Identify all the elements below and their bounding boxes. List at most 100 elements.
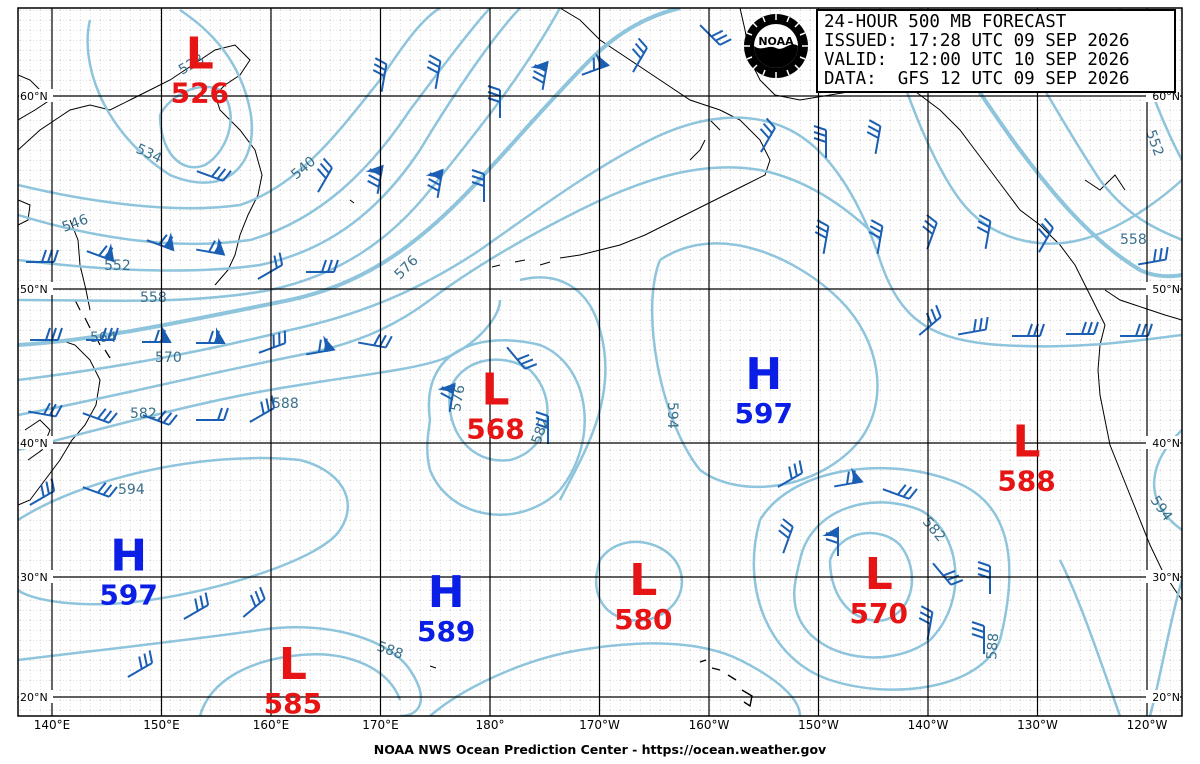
latitude-label: 30°N xyxy=(1152,571,1180,584)
wind-barb xyxy=(1120,323,1153,337)
wind-barb xyxy=(976,214,992,249)
map-frame xyxy=(17,7,1183,717)
latitude-label-bg xyxy=(19,89,53,102)
longitude-label-bg xyxy=(691,717,727,732)
longitude-label-bg xyxy=(362,717,399,732)
wind-barb xyxy=(1037,217,1054,253)
major-grid xyxy=(18,8,1182,716)
latitude-label-bg xyxy=(19,570,53,583)
longitude-label-bg xyxy=(34,717,70,732)
pressure-center-letter: L xyxy=(279,639,307,690)
pressure-center-value: 585 xyxy=(264,687,322,720)
wind-barb xyxy=(932,562,964,586)
wind-barb xyxy=(535,411,549,444)
longitude-label-bg xyxy=(1129,717,1165,732)
wind-barb xyxy=(868,219,884,254)
wind-barb xyxy=(30,327,63,341)
wind-barb xyxy=(142,326,172,343)
contour-label: 552 xyxy=(104,258,131,274)
wind-barb xyxy=(196,237,226,256)
forecast-header: 24-HOUR 500 MB FORECAST ISSUED: 17:28 UT… xyxy=(816,9,1176,93)
longitude-label-bg xyxy=(253,717,289,732)
latitude-label-bg xyxy=(19,282,53,295)
wind-barb xyxy=(834,467,864,488)
longitude-label-bg xyxy=(910,717,946,732)
pressure-center-value: 588 xyxy=(997,464,1055,497)
wind-barb xyxy=(29,478,56,506)
wind-barb xyxy=(506,346,538,370)
wind-barb xyxy=(306,259,339,273)
pressure-center-letter: L xyxy=(481,365,509,416)
wind-barb xyxy=(146,232,175,252)
wind-barb xyxy=(1066,321,1099,335)
longitude-label: 140°E xyxy=(34,718,71,732)
wind-barb xyxy=(882,484,918,500)
wind-barb xyxy=(196,166,232,182)
pressure-center-value: 526 xyxy=(171,76,229,109)
latitude-label: 50°N xyxy=(20,283,48,296)
contour-label: 558 xyxy=(140,290,167,306)
contour-label: 570 xyxy=(155,350,182,366)
wind-barb xyxy=(813,125,827,158)
wind-barb xyxy=(127,650,154,678)
wind-barb xyxy=(814,219,830,254)
wind-barb xyxy=(866,119,882,154)
latitude-label: 60°N xyxy=(1152,90,1180,103)
longitude-label: 150°E xyxy=(143,718,180,732)
longitude-label: 140°W xyxy=(908,718,949,732)
wind-barb xyxy=(82,408,118,424)
wind-barb xyxy=(759,117,776,153)
longitude-label: 180° xyxy=(476,718,505,732)
wind-barb xyxy=(971,621,985,654)
contour-label: 588 xyxy=(984,632,1002,660)
noaa-logo: NOAA xyxy=(742,12,810,80)
wind-barb xyxy=(196,407,229,421)
pressure-center-letter: L xyxy=(1013,416,1041,467)
pressure-center-letter: L xyxy=(186,28,214,79)
height-contours xyxy=(18,8,1182,716)
wind-barb xyxy=(26,249,59,263)
longitude-label: 160°W xyxy=(689,718,730,732)
latitude-label: 60°N xyxy=(20,90,48,103)
wind-barb xyxy=(437,382,456,412)
wind-barb xyxy=(471,169,485,202)
longitude-label-bg xyxy=(581,717,618,732)
latitude-label: 40°N xyxy=(20,437,48,450)
latitude-label-bg xyxy=(1146,570,1180,583)
pressure-center-value: 570 xyxy=(849,597,907,630)
latitude-label: 30°N xyxy=(20,571,48,584)
pressure-center-letter: H xyxy=(745,349,782,400)
wind-barb xyxy=(631,37,648,73)
latitude-label: 20°N xyxy=(20,691,48,704)
latitude-label-bg xyxy=(19,436,53,449)
latitude-labels: 60°N 60°N 50°N 50°N 40°N 40°N 30°N 30°N 20°N 20°N xyxy=(19,89,1180,704)
longitude-label: 130°W xyxy=(1017,718,1058,732)
longitude-label-bg xyxy=(472,717,508,732)
latitude-label-bg xyxy=(19,690,53,703)
wind-barb xyxy=(86,327,119,341)
pressure-center-value: 580 xyxy=(614,603,672,636)
wind-barb xyxy=(1138,246,1169,266)
wind-barb xyxy=(425,168,444,198)
footer-credit: NOAA NWS Ocean Prediction Center - https… xyxy=(373,742,827,757)
coastlines xyxy=(18,8,1182,708)
header-title: 24-HOUR 500 MB FORECAST xyxy=(824,12,1067,32)
noaa-logo-text: NOAA xyxy=(758,35,794,48)
contour-label: 594 xyxy=(664,402,680,429)
wind-barb xyxy=(426,54,442,89)
contour-label: 588 xyxy=(272,396,299,412)
contour-label: 594 xyxy=(118,482,145,498)
wind-barb xyxy=(82,482,118,498)
wind-barb xyxy=(699,24,732,46)
wind-barb xyxy=(777,460,804,488)
longitude-label-bg xyxy=(143,717,180,732)
header-data: DATA: GFS 12 UTC 09 SEP 2026 xyxy=(824,69,1130,89)
wind-barb xyxy=(242,586,266,618)
